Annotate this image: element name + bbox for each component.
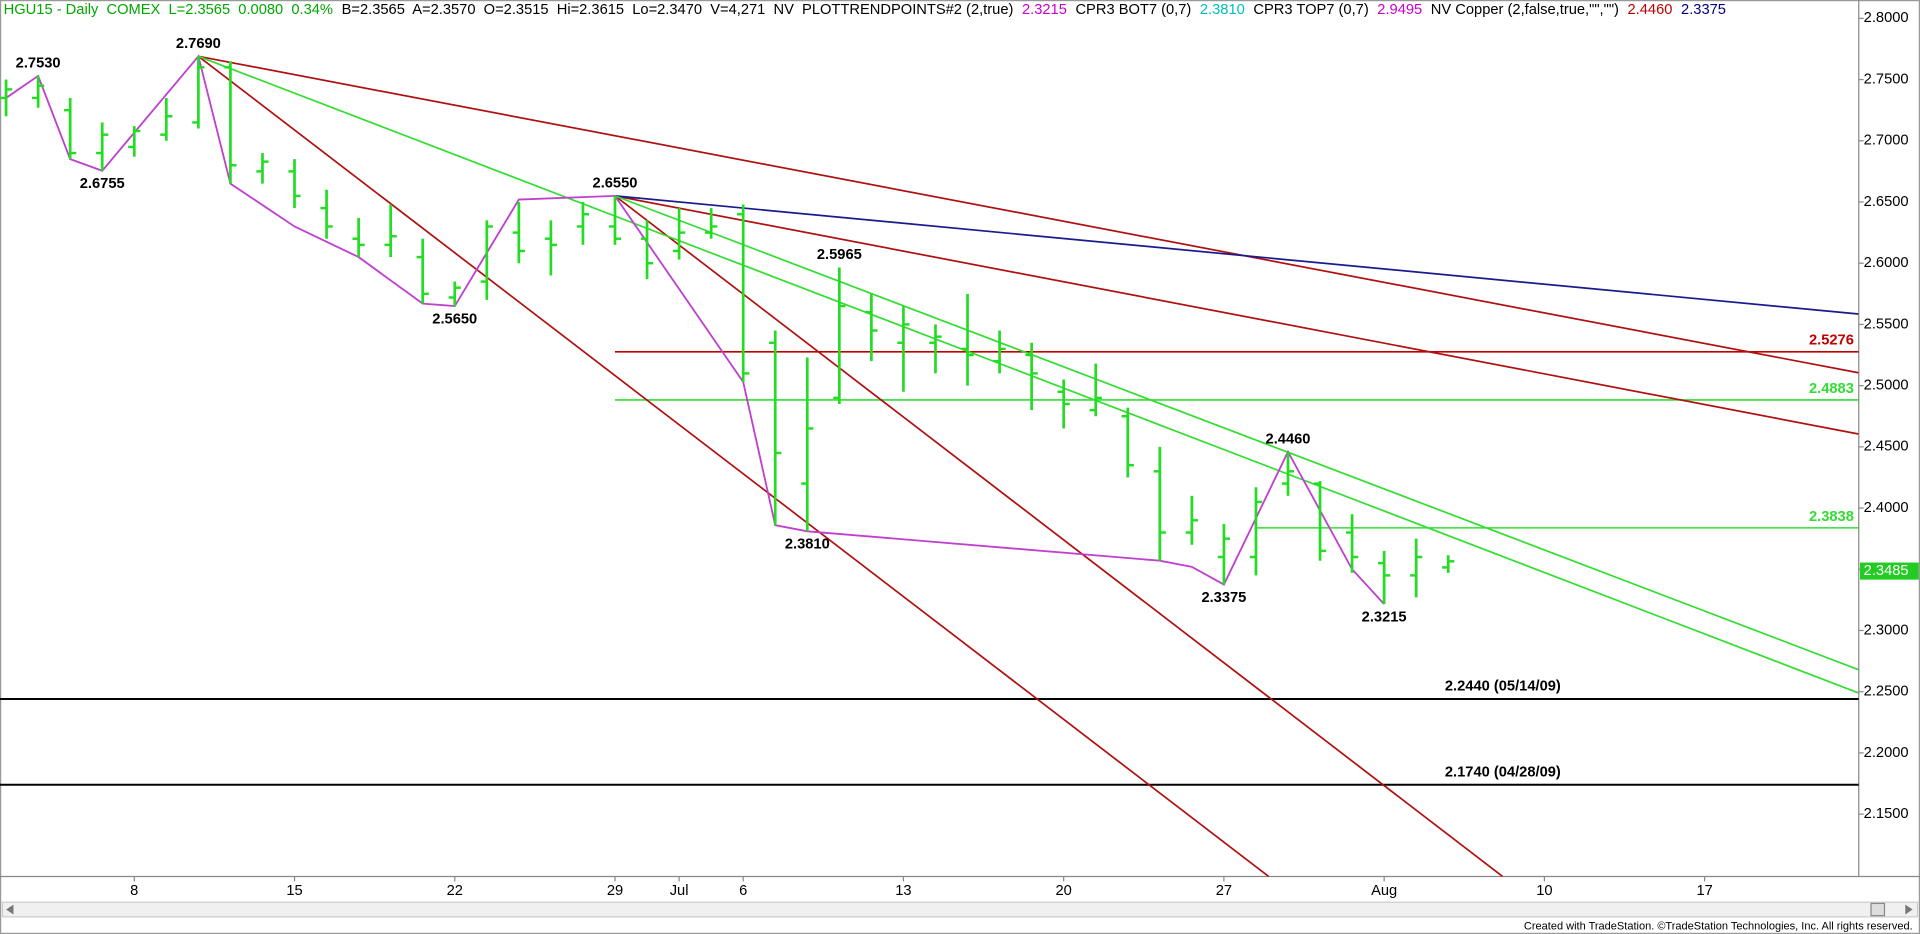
y-tick-label: 2.2500 [1864,684,1909,700]
level-label: 2.2440 (05/14/09) [1445,679,1561,695]
header-item: 2.3810 [1200,2,1245,18]
header-item: NV Copper (2,false,true,"","") [1431,2,1619,18]
x-tick-label: 6 [739,883,747,899]
x-tick-label: 27 [1216,883,1232,899]
y-tick-label: 2.3000 [1864,622,1909,638]
header-item: CPR3 BOT7 (0,7) [1075,2,1191,18]
trend-line [614,195,1859,315]
trend-line [198,55,1859,694]
level-label: 2.3838 [1809,509,1854,525]
x-tick-label: Jul [670,883,689,899]
pivot-label: 2.3375 [1201,590,1246,606]
y-tick-label: 2.4500 [1864,439,1909,455]
x-tick-label: 29 [607,883,623,899]
x-tick-label: 20 [1055,883,1071,899]
scroll-track[interactable] [1,901,1919,918]
scroll-left[interactable] [6,904,14,915]
last-price-label: 2.3485 [1864,563,1909,579]
header-item: B=2.3565 A=2.3570 O=2.3515 Hi=2.3615 Lo=… [342,2,1014,18]
y-tick-label: 2.7000 [1864,133,1909,149]
level-label: 2.4883 [1809,381,1854,397]
y-tick-label: 2.5500 [1864,316,1909,332]
trend-line [614,195,1859,671]
x-tick-label: 17 [1696,883,1712,899]
y-tick-label: 2.5000 [1864,378,1909,394]
y-tick-label: 2.8000 [1864,10,1909,26]
header-item: CPR3 TOP7 (0,7) [1253,2,1368,18]
last-price-box [1860,562,1919,580]
plot-area [0,54,1859,877]
pivot-label: 2.6755 [80,176,125,192]
header-item: HGU15 - Daily COMEX L=2.3565 0.0080 0.34… [4,2,333,18]
trend-line [614,195,1504,877]
trend-line [614,195,1859,435]
annotation: 2.5965 [817,247,862,263]
header: HGU15 - Daily COMEX L=2.3565 0.0080 0.34… [4,2,1726,18]
header-item: 2.3215 [1022,2,1067,18]
y-tick-label: 2.6000 [1864,255,1909,271]
pivot-label: 2.7690 [176,36,221,52]
y-tick-label: 2.6500 [1864,194,1909,210]
pivot-label: 2.3810 [785,537,830,553]
level-label: 2.1740 (04/28/09) [1445,764,1561,780]
header-item: 2.3375 [1681,2,1726,18]
y-tick-label: 2.1500 [1864,806,1909,822]
level-label: 2.5276 [1809,333,1854,349]
scroll-thumb[interactable] [1870,902,1886,917]
y-tick-label: 2.2000 [1864,745,1909,761]
x-tick-label: 8 [130,883,138,899]
x-tick-label: 13 [895,883,911,899]
x-tick-label: 10 [1536,883,1552,899]
pivot-label: 2.3215 [1362,609,1407,625]
pivot-label: 2.5650 [432,311,477,327]
trend-line [197,55,1270,877]
y-tick-label: 2.7500 [1864,71,1909,87]
x-tick-label: 15 [286,883,302,899]
header-item: 2.4460 [1628,2,1673,18]
scrollbar[interactable] [1,901,1919,918]
trend-line [198,55,1859,374]
pivot-label: 2.7530 [16,56,61,72]
x-tick-label: Aug [1371,883,1397,899]
y-tick-label: 2.4000 [1864,500,1909,516]
header-item: 2.9495 [1377,2,1422,18]
scroll-right[interactable] [1905,904,1913,915]
x-tick-label: 22 [447,883,463,899]
footer: Created with TradeStation. ©TradeStation… [1524,921,1913,933]
pivot-label: 2.6550 [593,176,638,192]
pivot-label: 2.4460 [1266,431,1311,447]
